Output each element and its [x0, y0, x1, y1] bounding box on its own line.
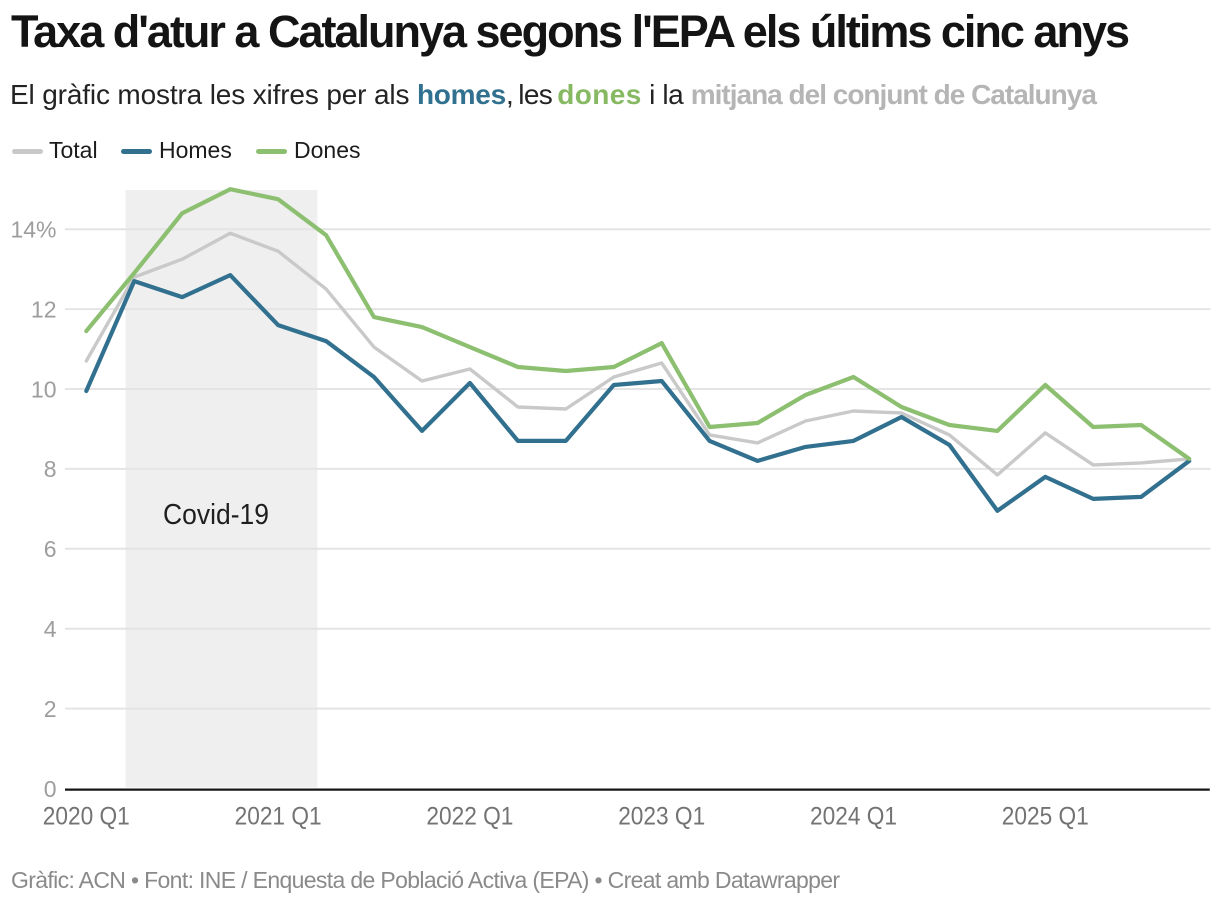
svg-text:2020 Q1: 2020 Q1	[43, 803, 130, 831]
svg-text:6: 6	[44, 536, 57, 562]
svg-text:Covid-19: Covid-19	[163, 499, 269, 531]
svg-text:12: 12	[31, 296, 57, 322]
svg-text:2023 Q1: 2023 Q1	[618, 803, 705, 831]
svg-text:10: 10	[31, 376, 57, 402]
svg-text:4: 4	[44, 616, 57, 642]
svg-text:8: 8	[44, 456, 57, 482]
svg-text:2022 Q1: 2022 Q1	[426, 803, 513, 831]
svg-text:2024 Q1: 2024 Q1	[810, 803, 897, 831]
svg-text:2: 2	[44, 696, 57, 722]
svg-text:2021 Q1: 2021 Q1	[235, 803, 322, 831]
svg-text:0: 0	[44, 776, 57, 802]
svg-text:2025 Q1: 2025 Q1	[1002, 803, 1089, 831]
svg-text:14%: 14%	[10, 217, 56, 243]
